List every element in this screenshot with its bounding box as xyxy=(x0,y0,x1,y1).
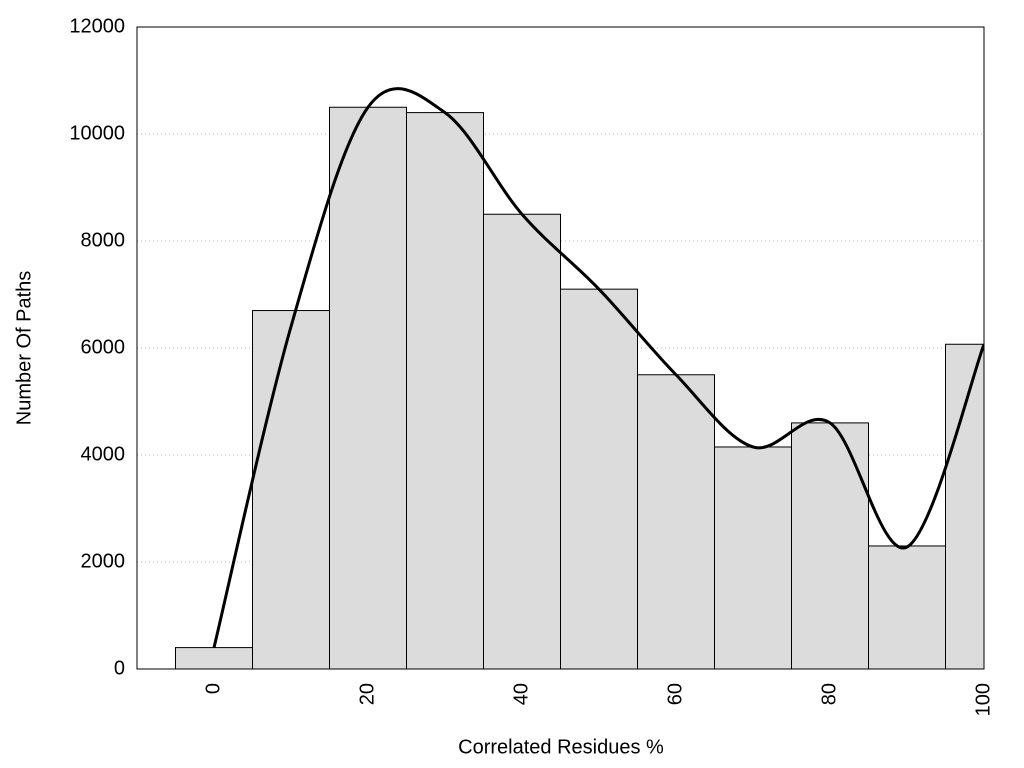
x-axis-label: Correlated Residues % xyxy=(458,736,664,758)
y-tick-label: 4000 xyxy=(81,443,126,465)
bar xyxy=(175,647,253,669)
bar xyxy=(714,446,792,669)
bar xyxy=(483,213,561,669)
trend-line xyxy=(212,87,984,648)
x-tick-label: 40 xyxy=(510,683,532,705)
line-layer xyxy=(212,87,984,648)
x-tick-label: 20 xyxy=(356,683,378,705)
bar xyxy=(868,545,946,669)
y-tick-label: 2000 xyxy=(81,550,126,572)
bar xyxy=(406,112,484,669)
x-tick-label: 60 xyxy=(664,683,686,705)
y-tick-label: 6000 xyxy=(81,336,126,358)
bar xyxy=(945,343,984,669)
y-tick-label: 0 xyxy=(114,657,125,679)
y-axis-label: Number Of Paths xyxy=(13,271,35,426)
bar xyxy=(252,310,330,669)
y-tick-label: 10000 xyxy=(69,122,125,144)
x-tick-label: 0 xyxy=(202,683,224,694)
labels: 0 2000 4000 6000 8000 10000 12000 0 20 40 60 80 100 xyxy=(69,15,994,716)
bar xyxy=(791,422,869,669)
x-tick-label: 80 xyxy=(818,683,840,705)
bars xyxy=(175,106,984,669)
bar xyxy=(329,106,407,669)
y-tick-label: 8000 xyxy=(81,229,126,251)
y-tick-label: 12000 xyxy=(69,15,125,37)
bar xyxy=(637,374,715,669)
bar xyxy=(560,288,638,669)
x-tick-label: 100 xyxy=(972,683,994,716)
